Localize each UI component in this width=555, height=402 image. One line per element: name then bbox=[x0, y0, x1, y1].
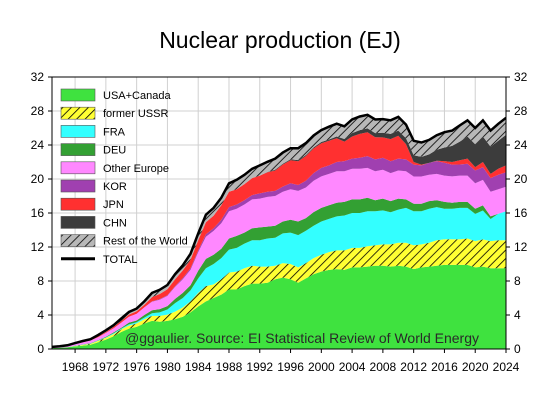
area-jpn bbox=[52, 132, 506, 348]
x-tick-label: 1992 bbox=[246, 360, 273, 374]
y-tick-label-right: 8 bbox=[514, 274, 521, 288]
area-other-europe bbox=[52, 167, 506, 349]
area-fra bbox=[52, 207, 506, 349]
legend-swatch bbox=[60, 197, 96, 211]
y-axis-left: 0 4 8 12 16 20 24 28 32 bbox=[31, 70, 52, 356]
legend-label: DEU bbox=[103, 145, 126, 157]
y-axis-right: 0 4 8 12 16 20 24 28 32 bbox=[506, 70, 528, 356]
area-deu bbox=[52, 197, 506, 349]
y-tick-label-left: 0 bbox=[37, 342, 44, 356]
y-tick-label-left: 28 bbox=[31, 104, 45, 118]
legend-label: USA+Canada bbox=[103, 90, 171, 102]
legend-label: CHN bbox=[103, 217, 127, 229]
stacked-areas bbox=[52, 114, 506, 349]
legend-swatch bbox=[60, 216, 96, 229]
y-tick-label-left: 16 bbox=[31, 206, 45, 220]
legend-label: JPN bbox=[103, 199, 124, 211]
area-usa-canada bbox=[52, 264, 506, 349]
legend-label: Other Europe bbox=[103, 163, 169, 175]
y-tick-label-right: 32 bbox=[514, 70, 528, 84]
y-tick-label-left: 4 bbox=[37, 308, 44, 322]
x-tick-label: 1968 bbox=[62, 360, 89, 374]
legend-swatch bbox=[60, 106, 96, 120]
source-annotation: @ggaulier. Source: EI Statistical Review… bbox=[125, 330, 479, 346]
y-tick-label-right: 12 bbox=[514, 240, 528, 254]
legend-label: FRA bbox=[103, 126, 126, 138]
x-tick-label: 1972 bbox=[93, 360, 120, 374]
x-tick-label: 1984 bbox=[185, 360, 212, 374]
x-tick-label: 2008 bbox=[370, 360, 397, 374]
area-chn bbox=[52, 128, 506, 348]
legend-label: KOR bbox=[103, 181, 127, 193]
legend-label: former USSR bbox=[103, 108, 168, 120]
y-tick-label-left: 32 bbox=[31, 70, 45, 84]
legend-label: Rest of the World bbox=[103, 236, 188, 248]
total-line-group bbox=[52, 113, 506, 349]
legend-swatch bbox=[60, 143, 96, 156]
total-line bbox=[52, 113, 506, 349]
y-tick-label-right: 24 bbox=[514, 138, 528, 152]
area-former-ussr bbox=[52, 238, 506, 349]
y-tick-label-right: 28 bbox=[514, 104, 528, 118]
area-kor bbox=[52, 156, 506, 348]
x-tick-label: 2012 bbox=[400, 360, 427, 374]
x-tick-label: 2024 bbox=[493, 360, 520, 374]
legend-swatch bbox=[60, 125, 96, 138]
y-tick-label-right: 0 bbox=[514, 342, 521, 356]
y-tick-label-left: 24 bbox=[31, 138, 45, 152]
x-tick-label: 2020 bbox=[462, 360, 489, 374]
chart-title: Nuclear production (EJ) bbox=[159, 27, 401, 53]
y-tick-label-right: 16 bbox=[514, 206, 528, 220]
y-tick-label-left: 8 bbox=[37, 274, 44, 288]
x-tick-label: 2000 bbox=[308, 360, 335, 374]
legend: USA+Canada former USSR FRA DEU Other Europe K… bbox=[60, 88, 188, 266]
y-tick-label-left: 12 bbox=[31, 240, 45, 254]
x-tick-label: 1976 bbox=[123, 360, 150, 374]
y-tick-label-right: 4 bbox=[514, 308, 521, 322]
x-tick-label: 2016 bbox=[431, 360, 458, 374]
y-tick-label-left: 20 bbox=[31, 172, 45, 186]
x-tick-label: 1996 bbox=[277, 360, 304, 374]
legend-swatch bbox=[60, 88, 96, 102]
x-tick-label: 1980 bbox=[154, 360, 181, 374]
area-rest-of-the-world bbox=[52, 114, 506, 348]
legend-swatch bbox=[60, 161, 96, 175]
x-tick-label: 2004 bbox=[339, 360, 366, 374]
legend-swatch bbox=[60, 234, 96, 247]
y-tick-label-right: 20 bbox=[514, 172, 528, 186]
legend-label: TOTAL bbox=[103, 254, 137, 266]
legend-swatch bbox=[60, 179, 96, 193]
x-axis: 1968 1972 1976 1980 1984 1988 1992 1996 2000 2004… bbox=[62, 349, 520, 374]
x-tick-label: 1988 bbox=[216, 360, 243, 374]
